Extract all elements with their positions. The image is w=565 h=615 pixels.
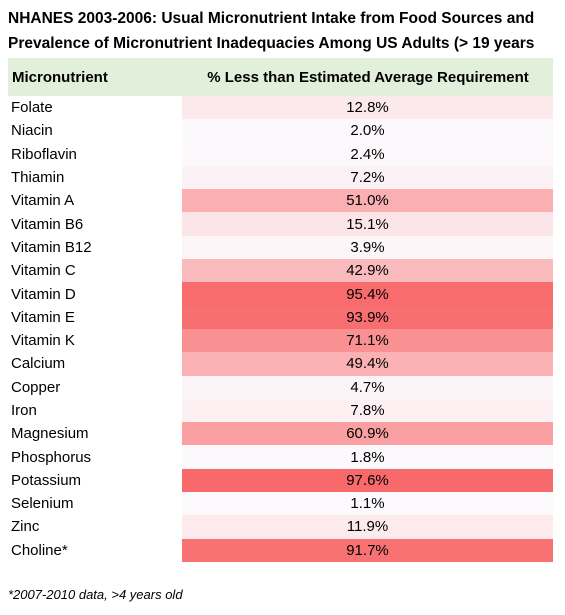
- table-row: Niacin 2.0%: [8, 119, 553, 143]
- table-row: Potassium 97.6%: [8, 468, 553, 493]
- table-title: NHANES 2003-2006: Usual Micronutrient In…: [8, 6, 560, 81]
- table-row: Vitamin B6 15.1%: [8, 212, 553, 236]
- micronutrient-name: Vitamin B6: [11, 215, 84, 233]
- ear-percent-value: 2.0%: [182, 119, 553, 143]
- ear-percent-value: 49.4%: [182, 352, 553, 376]
- ear-percent-value: 60.9%: [182, 422, 553, 446]
- ear-percent-value: 71.1%: [182, 328, 553, 353]
- column-header-micronutrient: Micronutrient: [12, 68, 108, 86]
- ear-percent-value: 91.7%: [182, 538, 553, 562]
- table-row: Folate 12.8%: [8, 96, 553, 120]
- ear-percent-value: 97.6%: [182, 468, 553, 493]
- table-row: Riboflavin 2.4%: [8, 142, 553, 166]
- micronutrient-name: Vitamin E: [11, 308, 75, 326]
- micronutrient-table: Micronutrient % Less than Estimated Aver…: [8, 58, 553, 562]
- micronutrient-name: Folate: [11, 99, 53, 117]
- ear-percent-value: 93.9%: [182, 305, 553, 329]
- ear-percent-value: 11.9%: [182, 515, 553, 539]
- micronutrient-name: Vitamin B12: [11, 238, 92, 256]
- table-row: Phosphorus 1.8%: [8, 445, 553, 469]
- footnote: *2007-2010 data, >4 years old: [8, 587, 183, 602]
- micronutrient-name: Vitamin K: [11, 332, 75, 350]
- micronutrient-name: Copper: [11, 378, 61, 396]
- table-header: Micronutrient % Less than Estimated Aver…: [8, 58, 553, 96]
- micronutrient-name: Potassium: [11, 471, 82, 489]
- ear-percent-value: 2.4%: [182, 142, 553, 166]
- ear-percent-value: 12.8%: [182, 96, 553, 120]
- table-row: Vitamin B12 3.9%: [8, 235, 553, 260]
- micronutrient-name: Thiamin: [11, 169, 65, 187]
- table-row: Choline* 91.7%: [8, 538, 553, 562]
- micronutrient-name: Selenium: [11, 495, 74, 513]
- ear-percent-value: 3.9%: [182, 235, 553, 260]
- column-header-ear-percent: % Less than Estimated Average Requiremen…: [207, 68, 529, 86]
- table-row: Vitamin C 42.9%: [8, 259, 553, 283]
- micronutrient-name: Choline*: [11, 541, 68, 559]
- ear-percent-value: 95.4%: [182, 282, 553, 306]
- ear-percent-value: 4.7%: [182, 375, 553, 399]
- micronutrient-name: Calcium: [11, 355, 66, 373]
- table-row: Calcium 49.4%: [8, 352, 553, 376]
- title-line-1: NHANES 2003-2006: Usual Micronutrient In…: [8, 10, 535, 27]
- table-row: Vitamin K 71.1%: [8, 328, 553, 353]
- ear-percent-value: 7.8%: [182, 398, 553, 423]
- micronutrient-name: Vitamin A: [11, 192, 75, 210]
- table-row: Selenium 1.1%: [8, 492, 553, 516]
- table-body: Folate 12.8% Niacin 2.0% Riboflavin 2.4% Thiam…: [8, 96, 553, 562]
- table-row: Vitamin A 51.0%: [8, 189, 553, 213]
- ear-percent-value: 7.2%: [182, 165, 553, 190]
- micronutrient-name: Vitamin C: [11, 262, 76, 280]
- micronutrient-name: Niacin: [11, 122, 53, 140]
- micronutrient-name: Iron: [11, 402, 37, 419]
- ear-percent-value: 51.0%: [182, 189, 553, 213]
- ear-percent-value: 1.8%: [182, 445, 553, 469]
- table-row: Zinc 11.9%: [8, 515, 553, 539]
- micronutrient-name: Vitamin D: [11, 285, 76, 303]
- table-row: Iron 7.8%: [8, 398, 553, 423]
- micronutrient-name: Phosphorus: [11, 448, 92, 466]
- ear-percent-value: 15.1%: [182, 212, 553, 236]
- ear-percent-value: 42.9%: [182, 259, 553, 283]
- table-row: Vitamin E 93.9%: [8, 305, 553, 329]
- micronutrient-name: Riboflavin: [11, 145, 77, 163]
- table-row: Magnesium 60.9%: [8, 422, 553, 446]
- ear-percent-value: 1.1%: [182, 492, 553, 516]
- table-row: Copper 4.7%: [8, 375, 553, 399]
- micronutrient-name: Zinc: [11, 518, 40, 536]
- table-row: Vitamin D 95.4%: [8, 282, 553, 306]
- micronutrient-name: Magnesium: [11, 425, 89, 443]
- table-row: Thiamin 7.2%: [8, 165, 553, 190]
